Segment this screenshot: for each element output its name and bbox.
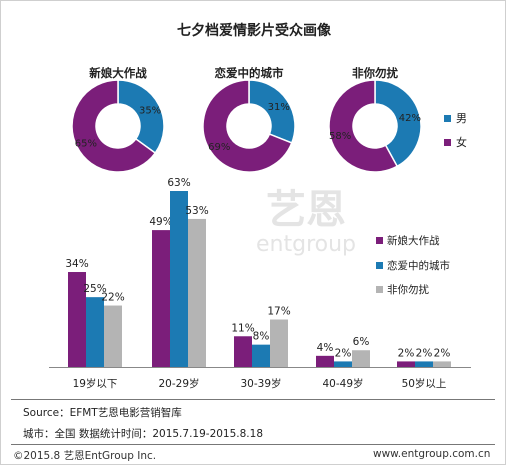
bar-label-0-2: 22% <box>101 292 124 304</box>
bar-label-1-1: 63% <box>167 177 190 189</box>
bar-4-2 <box>433 361 451 367</box>
watermark-cn: 艺恩 <box>266 187 346 233</box>
bar-1-1 <box>170 191 188 367</box>
bar-4-0 <box>397 361 415 367</box>
bar-label-2-0: 11% <box>231 322 254 334</box>
bar-3-0 <box>316 355 334 367</box>
bar-legend-label-2: 非你勿扰 <box>387 283 429 296</box>
legend-swatch-male <box>444 115 451 122</box>
donut-label-female-1: 69% <box>208 142 230 153</box>
donut-label-male-1: 31% <box>268 102 290 113</box>
bar-label-3-2: 6% <box>353 336 370 348</box>
bar-1-2 <box>188 218 206 367</box>
source-text: Source：EFMT艺恩电影营销智库 <box>23 407 182 419</box>
x-tick-4: 50岁以上 <box>402 377 447 390</box>
footer-top-divider <box>11 399 495 400</box>
donut-title-1: 恋爱中的城市 <box>215 66 284 80</box>
donut-label-female-0: 65% <box>75 138 97 149</box>
bar-legend-swatch-0 <box>376 237 383 244</box>
scope-text: 城市：全国 数据统计时间：2015.7.19-2015.8.18 <box>23 428 264 440</box>
bar-1-0 <box>152 230 170 367</box>
bar-label-2-2: 17% <box>267 306 290 318</box>
bar-3-1 <box>334 361 352 367</box>
chart-title: 七夕档爱情影片受众画像 <box>177 22 332 39</box>
bar-label-0-1: 25% <box>83 283 106 295</box>
bar-label-3-1: 2% <box>335 347 352 359</box>
bar-label-1-2: 53% <box>185 205 208 217</box>
website-link[interactable]: www.entgroup.com.cn <box>373 448 491 460</box>
bar-3-2 <box>352 350 370 367</box>
legend-label-female: 女 <box>456 135 467 149</box>
donut-slice-female-1 <box>202 79 293 173</box>
bar-label-2-1: 8% <box>253 331 270 343</box>
bar-label-3-0: 4% <box>317 342 334 354</box>
bar-label-4-1: 2% <box>416 347 433 359</box>
donut-slice-female-0 <box>71 79 157 173</box>
bar-legend-label-1: 恋爱中的城市 <box>387 259 450 272</box>
bar-label-0-0: 34% <box>65 258 88 270</box>
donut-slice-male-0 <box>117 79 165 155</box>
bar-4-1 <box>415 361 433 367</box>
x-tick-3: 40-49岁 <box>322 377 363 390</box>
bar-0-0 <box>68 272 86 367</box>
watermark-en: entgroup <box>256 232 356 257</box>
bar-0-2 <box>104 305 122 367</box>
donut-label-female-2: 58% <box>329 131 351 142</box>
donut-label-male-0: 35% <box>139 106 161 117</box>
bar-2-2 <box>270 319 288 367</box>
donut-label-male-2: 42% <box>399 113 421 124</box>
bar-legend-swatch-1 <box>376 262 383 269</box>
donut-title-0: 新娘大作战 <box>89 66 147 80</box>
footer-bottom-divider <box>11 444 495 445</box>
bar-2-0 <box>234 336 252 367</box>
bar-label-1-0: 49% <box>149 216 172 228</box>
bar-label-4-2: 2% <box>434 347 451 359</box>
bar-0-1 <box>86 297 104 367</box>
copyright-text: ©2015.8 艺恩EntGroup Inc. <box>13 450 157 462</box>
bar-legend-swatch-2 <box>376 286 383 293</box>
x-tick-0: 19岁以下 <box>73 377 118 390</box>
bar-legend-label-0: 新娘大作战 <box>387 234 440 247</box>
x-tick-1: 20-29岁 <box>158 377 199 390</box>
bar-label-4-0: 2% <box>398 347 415 359</box>
legend-label-male: 男 <box>456 112 467 125</box>
x-tick-2: 30-39岁 <box>240 377 281 390</box>
donut-slice-female-2 <box>328 79 399 173</box>
donut-slice-male-1 <box>248 79 296 144</box>
legend-swatch-female <box>444 139 451 146</box>
donut-slice-male-2 <box>374 79 422 168</box>
bar-2-1 <box>252 344 270 367</box>
donut-title-2: 非你勿扰 <box>352 66 398 80</box>
